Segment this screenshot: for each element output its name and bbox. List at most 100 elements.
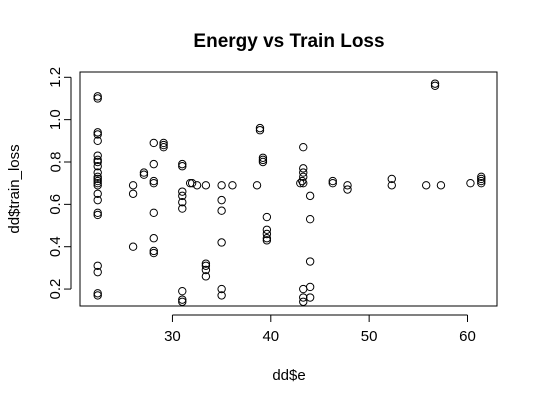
data-point: [93, 162, 102, 171]
data-point: [93, 176, 102, 186]
data-point: [139, 170, 149, 179]
data-point: [93, 151, 102, 160]
data-point: [387, 174, 396, 184]
data-point: [299, 297, 308, 306]
y-tick-label: 0.6: [47, 194, 64, 215]
data-point: [178, 198, 187, 207]
data-point: [93, 130, 102, 139]
x-tick-label: 50: [361, 328, 378, 345]
x-axis-label: dd$e: [272, 367, 305, 384]
data-point: [93, 291, 102, 300]
data-point: [93, 210, 102, 220]
data-point: [201, 261, 211, 270]
data-points: [93, 79, 486, 306]
data-point: [178, 204, 187, 213]
data-point: [262, 225, 272, 234]
data-point: [305, 293, 315, 302]
data-point: [93, 267, 102, 277]
data-point: [93, 168, 102, 177]
data-point: [93, 174, 102, 184]
data-point: [159, 138, 168, 148]
data-point: [255, 126, 265, 135]
data-point: [305, 257, 315, 266]
data-point: [217, 195, 226, 205]
data-point: [262, 212, 272, 222]
data-point: [93, 181, 102, 190]
data-point: [430, 81, 440, 90]
data-point: [187, 178, 197, 188]
data-point: [262, 236, 272, 245]
data-point: [436, 181, 446, 190]
data-point: [217, 284, 226, 294]
data-point: [178, 286, 187, 296]
chart-title: Energy vs Train Loss: [193, 31, 384, 52]
data-point: [299, 284, 308, 294]
data-point: [258, 157, 268, 167]
data-point: [93, 289, 102, 298]
plot-frame: [79, 71, 498, 307]
y-tick-label: 1.2: [47, 67, 64, 88]
data-point: [328, 178, 337, 188]
data-point: [217, 181, 226, 190]
data-point: [252, 181, 262, 190]
data-point: [343, 185, 352, 194]
data-point: [201, 265, 211, 275]
data-point: [149, 234, 158, 243]
data-point: [421, 181, 431, 190]
data-point: [93, 128, 102, 137]
data-point: [128, 242, 138, 251]
data-point: [299, 178, 308, 188]
data-point: [262, 234, 272, 243]
data-point: [93, 155, 102, 165]
data-point: [262, 229, 272, 239]
y-axis: 0.2 0.4 0.6 0.8 1.0 1.2: [47, 67, 72, 299]
data-point: [201, 259, 211, 268]
data-point: [387, 181, 396, 190]
data-point: [128, 189, 138, 198]
data-point: [178, 162, 187, 171]
x-tick-label: 40: [262, 328, 279, 345]
data-point: [93, 136, 102, 146]
data-point: [328, 176, 337, 186]
data-point: [299, 293, 308, 302]
data-point: [139, 168, 149, 177]
data-point: [299, 168, 308, 177]
y-tick-label: 1.0: [47, 109, 64, 130]
data-point: [149, 159, 158, 169]
y-tick-label: 0.4: [47, 236, 64, 257]
data-point: [178, 191, 187, 201]
data-point: [149, 208, 158, 218]
data-point: [93, 92, 102, 101]
data-point: [159, 142, 168, 152]
data-point: [217, 238, 226, 247]
data-point: [93, 172, 102, 182]
data-point: [178, 297, 187, 306]
data-point: [217, 291, 226, 300]
x-tick-label: 30: [164, 328, 181, 345]
data-point: [149, 248, 158, 258]
data-point: [159, 140, 168, 150]
data-point: [201, 272, 211, 281]
data-point: [93, 157, 102, 167]
data-point: [93, 178, 102, 188]
data-point: [299, 142, 308, 152]
data-point: [192, 181, 202, 190]
data-point: [149, 176, 158, 186]
y-tick-label: 0.8: [47, 152, 64, 173]
x-axis: 30 40 50 60: [164, 314, 476, 345]
data-point: [305, 214, 315, 224]
data-point: [201, 181, 211, 190]
data-point: [299, 164, 308, 173]
data-point: [149, 138, 158, 148]
data-point: [430, 79, 440, 88]
data-point: [477, 176, 486, 186]
data-point: [93, 208, 102, 218]
data-point: [228, 181, 237, 190]
data-point: [477, 172, 486, 182]
data-point: [93, 189, 102, 198]
x-tick-label: 60: [459, 328, 476, 345]
data-point: [258, 153, 268, 162]
data-point: [343, 181, 352, 190]
data-point: [178, 187, 187, 196]
